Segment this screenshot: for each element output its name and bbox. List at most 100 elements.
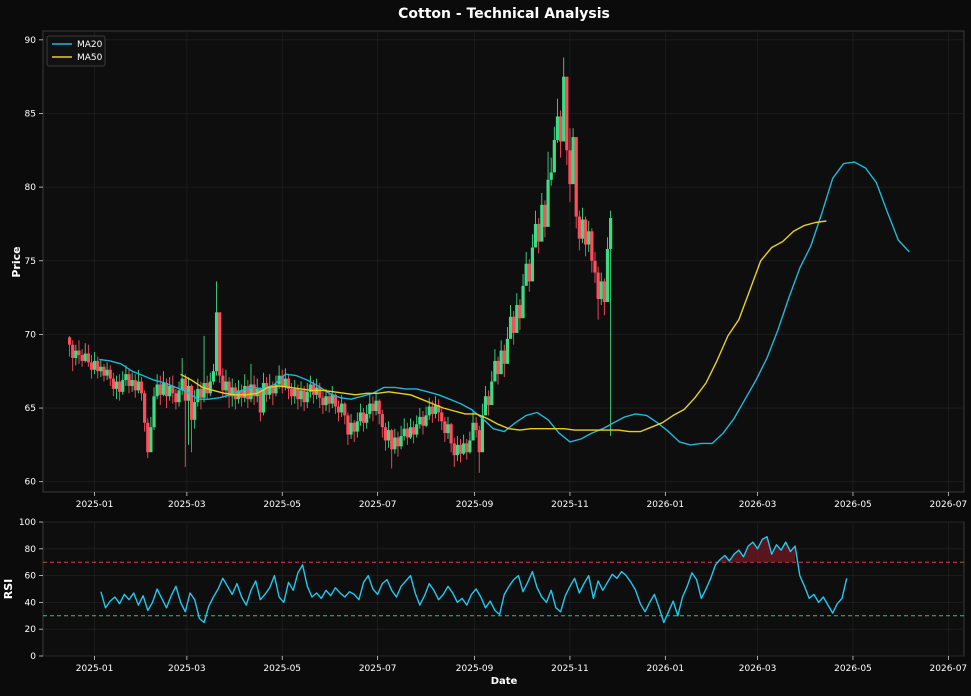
candle-body <box>558 116 563 142</box>
candle-body <box>96 360 100 372</box>
candle <box>218 312 222 384</box>
candle <box>83 343 87 363</box>
candle-body <box>609 218 613 249</box>
price-ytick-label: 85 <box>25 109 36 119</box>
candle-body <box>124 374 128 381</box>
candle <box>324 388 328 411</box>
candle <box>502 344 506 378</box>
candle <box>577 210 581 251</box>
price-ytick-label: 90 <box>25 36 37 46</box>
series-rsi-line <box>100 536 848 624</box>
candle <box>371 396 375 422</box>
candle-body <box>99 366 103 372</box>
candle <box>321 391 325 414</box>
candle <box>455 436 459 462</box>
price-xtick-label: 2026-07 <box>930 500 968 510</box>
candle-body <box>527 263 531 282</box>
candle <box>533 210 538 248</box>
candle-body <box>321 397 325 406</box>
candle <box>180 357 184 395</box>
candle <box>587 220 591 252</box>
candle-body <box>164 383 169 397</box>
candle-body <box>152 396 156 428</box>
candle-body <box>299 390 303 400</box>
candle <box>161 371 166 397</box>
rsi-xtick-label: 2025-07 <box>359 664 397 674</box>
candle-body <box>343 403 347 416</box>
candle <box>105 362 109 381</box>
candle <box>168 377 172 401</box>
candle-body <box>243 385 247 398</box>
candle <box>496 356 500 385</box>
candle <box>336 400 341 422</box>
candle-body <box>114 381 119 389</box>
candle-body <box>374 400 378 411</box>
candle-body <box>333 394 338 407</box>
candle <box>352 419 356 442</box>
candle-body <box>540 204 544 242</box>
candle <box>80 349 84 367</box>
candle-body <box>455 444 459 456</box>
candle <box>580 207 585 244</box>
candle-body <box>224 381 228 391</box>
price-xtick-label: 2026-01 <box>647 500 685 510</box>
candle <box>227 377 231 409</box>
candle-body <box>602 281 606 303</box>
candle <box>146 418 150 459</box>
candle-body <box>86 353 90 363</box>
candle <box>315 378 319 400</box>
candle-body <box>105 369 109 376</box>
candle-body <box>189 385 194 420</box>
price-xtick-label: 2026-03 <box>739 500 777 510</box>
candle-body <box>315 387 319 395</box>
candle <box>555 98 560 143</box>
candle <box>487 390 491 416</box>
candle <box>402 418 406 441</box>
price-xtick-label: 2025-07 <box>359 500 397 510</box>
candle-body <box>452 443 456 456</box>
candle-body <box>108 369 112 379</box>
candle <box>124 365 128 386</box>
candle <box>418 408 422 429</box>
candle-body <box>208 381 212 394</box>
candle-body <box>493 360 497 382</box>
candle-body <box>471 422 475 441</box>
candle-body <box>499 350 503 375</box>
candle <box>499 340 503 375</box>
candle-body <box>268 385 272 395</box>
rsi-xtick-label: 2025-03 <box>168 664 206 674</box>
candle-body <box>258 388 262 413</box>
candle-body <box>280 375 284 388</box>
candle <box>427 397 431 420</box>
candle <box>155 374 159 400</box>
candle-body <box>421 416 425 426</box>
candle-body <box>261 383 266 413</box>
candle-body <box>546 179 550 227</box>
candle <box>349 413 353 439</box>
candle <box>252 375 256 406</box>
candle <box>405 422 409 445</box>
candle-body <box>411 427 416 435</box>
candle-body <box>396 437 400 447</box>
candle <box>365 405 369 429</box>
candle <box>549 157 553 186</box>
rsi-x-axis: 2025-01 2025-03 2025-05 2025-07 2025-09 2025-… <box>76 656 967 674</box>
candle-body <box>574 137 578 217</box>
candle <box>158 375 162 406</box>
candle-body <box>230 387 234 397</box>
candle-body <box>490 381 494 406</box>
candle-body <box>593 260 597 273</box>
candle <box>143 390 147 432</box>
candle-body <box>155 384 159 397</box>
candle-body <box>324 396 328 406</box>
candle-body <box>311 384 316 395</box>
candle <box>602 278 606 316</box>
candle <box>108 365 112 386</box>
candle-body <box>274 384 278 394</box>
candle-body <box>408 427 413 438</box>
candle-body <box>383 427 388 441</box>
series-ma50-line <box>180 220 827 433</box>
candle <box>239 384 244 407</box>
rsi-xtick-label: 2025-05 <box>263 664 301 674</box>
candle <box>527 259 531 292</box>
